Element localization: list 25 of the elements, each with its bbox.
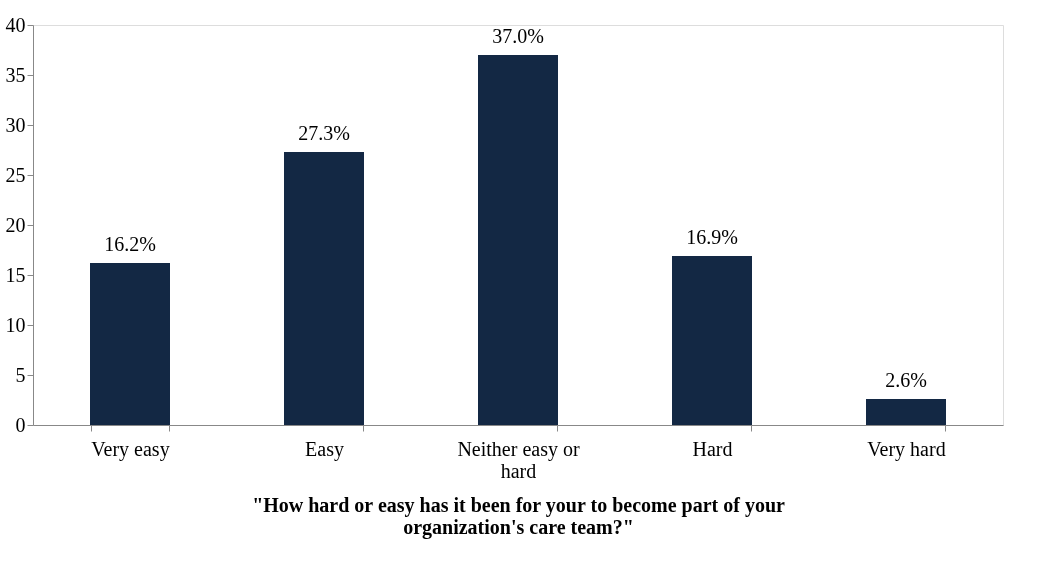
data-label: 27.3%	[298, 122, 350, 144]
y-tick-label: 40	[5, 13, 26, 36]
x-tick-label: Neither easy or hard	[457, 437, 580, 482]
data-label: 37.0%	[492, 25, 544, 47]
y-tick-label: 25	[5, 163, 26, 186]
data-label: 16.9%	[686, 226, 738, 248]
bar	[90, 263, 170, 425]
y-tick-label: 10	[5, 313, 26, 336]
x-tick-label: Very hard	[867, 437, 946, 461]
bar	[284, 152, 364, 425]
x-tick-label: Easy	[305, 437, 344, 461]
bar	[478, 55, 558, 425]
y-tick-label: 0	[15, 413, 26, 436]
y-tick-label: 5	[15, 363, 26, 386]
x-tick-label: Hard	[692, 437, 733, 460]
data-label: 2.6%	[885, 369, 927, 391]
y-tick-label: 35	[5, 63, 26, 86]
bar	[672, 256, 752, 425]
data-label: 16.2%	[104, 233, 156, 255]
x-axis-title: "How hard or easy has it been for your to become part of your organization's care team?"	[252, 493, 785, 539]
y-tick-label: 20	[5, 213, 26, 236]
y-tick-label: 15	[5, 263, 26, 286]
y-tick-label: 30	[5, 113, 26, 136]
bar	[866, 399, 946, 425]
x-tick-label: Very easy	[91, 437, 170, 461]
